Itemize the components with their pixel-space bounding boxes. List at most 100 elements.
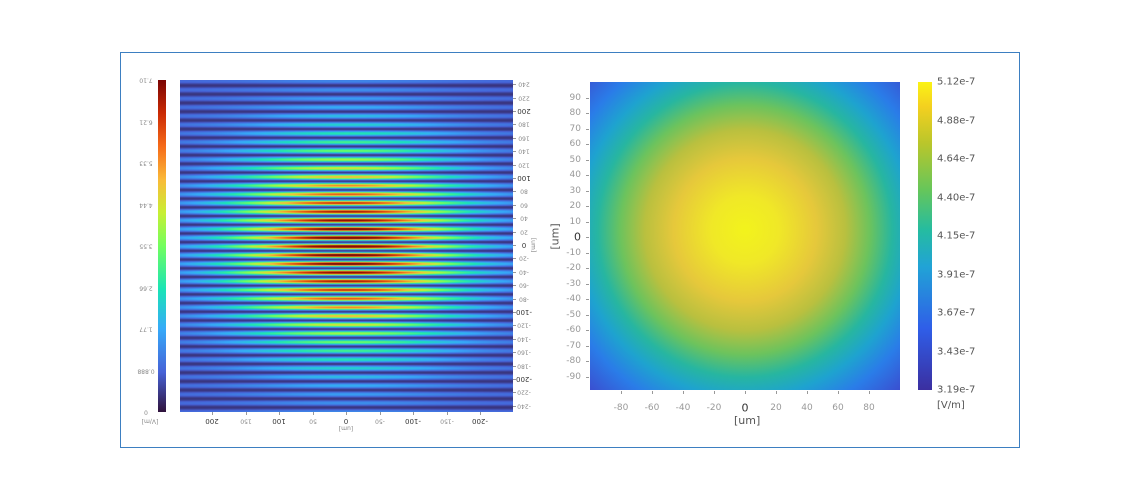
left-x-tick-mark <box>279 412 280 415</box>
right-y-tick-mark <box>586 190 589 192</box>
left-colorbar-tick: 7.10 <box>139 76 153 84</box>
right-y-tick-mark <box>586 206 589 207</box>
right-x-tick-mark <box>807 391 808 394</box>
left-colorbar-unit: [V/m] <box>141 417 159 425</box>
left-y-tick-label: -20 <box>519 254 529 262</box>
left-y-tick-label: 240 <box>518 80 530 88</box>
left-colorbar-tick: 2.66 <box>139 284 153 291</box>
right-y-tick-mark <box>586 159 589 161</box>
right-colorbar-unit: [V/m] <box>937 400 965 411</box>
right-y-tick-label: -90 <box>566 371 581 382</box>
left-y-tick-label: -100 <box>516 308 532 316</box>
right-y-tick-label: 30 <box>569 185 581 196</box>
right-x-tick-mark <box>745 391 746 394</box>
right-y-tick-label: 0 <box>574 230 581 244</box>
right-x-tick-label: -80 <box>613 403 629 413</box>
left-y-tick-mark <box>513 325 516 327</box>
right-x-tick-label: -20 <box>706 403 722 413</box>
right-x-tick-mark <box>714 391 715 394</box>
left-y-tick-label: 120 <box>518 161 530 169</box>
left-y-tick-mark <box>513 84 516 86</box>
left-x-tick-mark <box>245 412 247 415</box>
left-y-tick-label: -160 <box>517 348 531 356</box>
right-y-tick-label: -40 <box>566 294 581 304</box>
right-y-tick-mark <box>586 144 589 145</box>
right-y-tick-label: 40 <box>569 170 581 180</box>
left-x-tick-label: 150 <box>239 417 252 425</box>
left-x-tick-label: 200 <box>205 417 219 425</box>
left-y-tick-mark <box>513 298 516 300</box>
right-y-tick-mark <box>586 97 589 99</box>
left-y-tick-mark <box>513 231 516 233</box>
left-y-tick-mark <box>513 338 516 340</box>
left-y-tick-label: 60 <box>520 201 528 209</box>
left-x-tick-label: -150 <box>439 417 454 425</box>
left-colorbar-tick: 5.33 <box>139 159 153 167</box>
left-colorbar <box>158 80 166 412</box>
right-x-tick-mark <box>838 391 839 394</box>
right-x-tick-label: 60 <box>832 403 844 413</box>
left-x-tick-label: -200 <box>472 417 488 425</box>
right-y-tick-mark <box>586 221 589 223</box>
left-y-tick-mark <box>513 97 516 99</box>
right-x-tick-mark <box>621 391 622 394</box>
right-colorbar-tick: 4.15e-7 <box>937 230 976 242</box>
right-x-axis-label: [um] <box>734 414 761 427</box>
left-y-tick-mark <box>513 191 516 193</box>
left-y-tick-mark <box>513 164 516 166</box>
left-y-tick-mark <box>513 111 516 112</box>
left-y-tick-mark <box>513 352 516 354</box>
right-y-tick-mark <box>586 252 589 254</box>
right-y-tick-label: 60 <box>569 139 581 149</box>
left-colorbar-tick: 0.888 <box>137 367 155 374</box>
right-y-tick-label: 20 <box>569 201 581 211</box>
left-y-tick-mark <box>513 204 516 206</box>
right-x-tick-label: -60 <box>644 403 660 413</box>
right-y-tick-label: 80 <box>569 108 581 118</box>
left-y-tick-label: 160 <box>518 134 530 142</box>
left-heatmap-fringes <box>180 80 513 412</box>
right-x-tick-mark <box>683 391 684 394</box>
right-y-tick-label: 10 <box>569 216 581 227</box>
right-y-axis-label: [um] <box>548 223 562 250</box>
right-y-tick-mark <box>586 283 589 285</box>
right-heatmap <box>590 82 900 390</box>
left-y-tick-label: 0 <box>521 241 527 249</box>
right-colorbar-tick: 4.40e-7 <box>937 192 976 203</box>
right-colorbar-tick: 3.43e-7 <box>937 346 976 357</box>
right-y-tick-mark <box>586 113 589 114</box>
right-y-tick-mark <box>586 314 589 316</box>
left-y-tick-label: 40 <box>520 214 528 222</box>
right-y-tick-mark <box>586 330 589 331</box>
right-y-tick-mark <box>586 376 589 378</box>
left-y-tick-mark <box>513 258 516 260</box>
left-colorbar-tick: 0 <box>144 408 148 416</box>
right-y-tick-mark <box>586 299 589 300</box>
left-y-tick-mark <box>513 218 516 220</box>
left-y-tick-mark <box>513 124 516 126</box>
right-y-tick-label: -80 <box>566 356 581 366</box>
right-colorbar <box>918 82 932 390</box>
left-y-tick-label: -60 <box>519 281 529 289</box>
left-y-tick-mark <box>513 285 516 287</box>
right-colorbar-tick: 3.19e-7 <box>937 384 976 396</box>
right-y-tick-label: 70 <box>569 123 581 134</box>
right-colorbar-tick: 4.64e-7 <box>937 153 976 165</box>
left-y-tick-label: -220 <box>517 388 531 396</box>
left-colorbar-tick: 1.77 <box>139 325 153 333</box>
left-y-tick-label: 220 <box>518 94 530 102</box>
left-y-tick-label: -240 <box>517 402 531 410</box>
right-x-tick-mark <box>869 391 870 394</box>
left-y-tick-label: 140 <box>518 147 530 155</box>
left-y-tick-label: -40 <box>519 268 529 276</box>
left-x-tick-mark <box>346 412 347 415</box>
left-y-tick-mark <box>513 379 516 380</box>
right-y-tick-label: -60 <box>566 325 581 335</box>
right-y-tick-label: -10 <box>566 247 581 258</box>
left-y-tick-label: 180 <box>518 120 530 128</box>
left-y-tick-label: 20 <box>520 228 528 236</box>
left-y-tick-label: -200 <box>516 375 532 383</box>
right-colorbar-tick: 4.88e-7 <box>937 115 976 126</box>
figure-frame <box>120 52 1020 448</box>
